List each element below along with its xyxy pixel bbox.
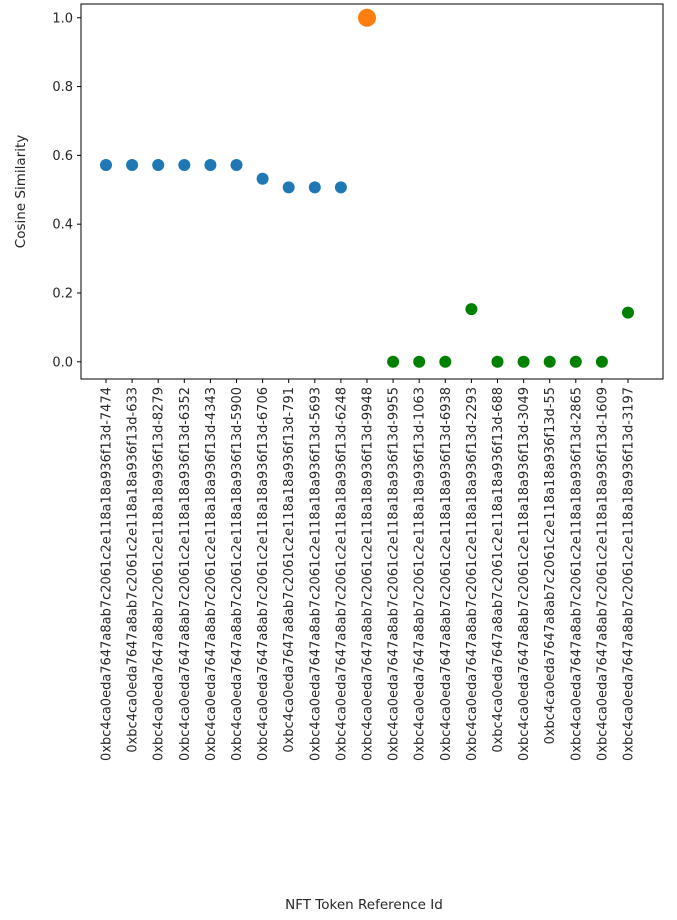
y-tick-label: 0.2 bbox=[52, 286, 73, 301]
data-point-series-3 bbox=[387, 355, 400, 368]
data-point-series-3 bbox=[622, 306, 634, 319]
x-axis-ticks: 0xbc4ca0eda7647a8ab7c2061c2e118a18a936f1… bbox=[100, 379, 637, 761]
data-point-series-3 bbox=[491, 355, 504, 368]
data-point-series-1 bbox=[204, 159, 217, 172]
x-tick-label: 0xbc4ca0eda7647a8ab7c2061c2e118a18a936f1… bbox=[569, 387, 584, 761]
x-tick-label: 0xbc4ca0eda7647a8ab7c2061c2e118a18a936f1… bbox=[230, 387, 245, 761]
x-tick-label: 0xbc4ca0eda7647a8ab7c2061c2e118a18a936f1… bbox=[517, 387, 532, 761]
x-tick-label: 0xbc4ca0eda7647a8ab7c2061c2e118a18a936f1… bbox=[491, 387, 506, 753]
x-tick-label: 0xbc4ca0eda7647a8ab7c2061c2e118a18a936f1… bbox=[204, 387, 219, 761]
data-point-series-1 bbox=[308, 181, 321, 194]
y-axis-ticks: 0.0 0.2 0.4 0.6 0.8 1.0 bbox=[52, 11, 81, 370]
data-point-series-3 bbox=[517, 355, 530, 368]
y-tick-label: 0.8 bbox=[52, 80, 73, 95]
y-tick-label: 0.4 bbox=[52, 218, 73, 233]
data-point-series-1 bbox=[256, 172, 269, 185]
data-point-series-3 bbox=[569, 355, 582, 368]
x-tick-label: 0xbc4ca0eda7647a8ab7c2061c2e118a18a936f1… bbox=[465, 387, 480, 761]
x-tick-label: 0xbc4ca0eda7647a8ab7c2061c2e118a18a936f1… bbox=[256, 387, 271, 761]
x-tick-label: 0xbc4ca0eda7647a8ab7c2061c2e118a18a936f1… bbox=[595, 387, 610, 761]
x-tick-label: 0xbc4ca0eda7647a8ab7c2061c2e118a18a936f1… bbox=[126, 387, 141, 753]
data-point-series-2 bbox=[358, 8, 376, 27]
data-point-series-3 bbox=[439, 355, 452, 368]
x-tick-label: 0xbc4ca0eda7647a8ab7c2061c2e118a18a936f1… bbox=[413, 387, 428, 761]
data-point-series-1 bbox=[230, 159, 243, 172]
x-tick-label: 0xbc4ca0eda7647a8ab7c2061c2e118a18a936f1… bbox=[334, 387, 349, 761]
data-point-series-3 bbox=[595, 355, 608, 368]
x-tick-label: 0xbc4ca0eda7647a8ab7c2061c2e118a18a936f1… bbox=[622, 387, 637, 761]
x-axis-label: NFT Token Reference Id bbox=[285, 897, 443, 913]
y-tick-label: 1.0 bbox=[52, 11, 73, 26]
data-point-series-1 bbox=[152, 159, 165, 172]
x-tick-label: 0xbc4ca0eda7647a8ab7c2061c2e118a18a936f1… bbox=[282, 387, 297, 753]
plot-frame bbox=[80, 3, 664, 380]
x-tick-label: 0xbc4ca0eda7647a8ab7c2061c2e118a18a936f1… bbox=[178, 387, 193, 761]
data-point-series-1 bbox=[126, 159, 139, 172]
data-point-series-3 bbox=[543, 355, 556, 368]
x-tick-label: 0xbc4ca0eda7647a8ab7c2061c2e118a18a936f1… bbox=[439, 387, 454, 761]
y-tick-label: 0.6 bbox=[52, 149, 73, 164]
data-point-series-1 bbox=[178, 159, 191, 172]
data-point-series-1 bbox=[100, 159, 112, 172]
x-tick-label: 0xbc4ca0eda7647a8ab7c2061c2e118a18a936f1… bbox=[152, 387, 167, 761]
y-axis-label: Cosine Similarity bbox=[13, 135, 29, 248]
data-points bbox=[100, 8, 634, 368]
data-point-series-3 bbox=[413, 355, 426, 368]
x-tick-label: 0xbc4ca0eda7647a8ab7c2061c2e118a18a936f1… bbox=[387, 387, 402, 761]
y-tick-label: 0.0 bbox=[52, 355, 73, 370]
x-tick-label: 0xbc4ca0eda7647a8ab7c2061c2e118a18a936f1… bbox=[361, 387, 376, 761]
x-tick-label: 0xbc4ca0eda7647a8ab7c2061c2e118a18a936f1… bbox=[543, 387, 558, 744]
data-point-series-1 bbox=[282, 181, 295, 194]
x-tick-label: 0xbc4ca0eda7647a8ab7c2061c2e118a18a936f1… bbox=[308, 387, 323, 761]
x-tick-label: 0xbc4ca0eda7647a8ab7c2061c2e118a18a936f1… bbox=[100, 387, 115, 761]
data-point-series-3 bbox=[465, 303, 478, 316]
data-point-series-1 bbox=[334, 181, 347, 194]
